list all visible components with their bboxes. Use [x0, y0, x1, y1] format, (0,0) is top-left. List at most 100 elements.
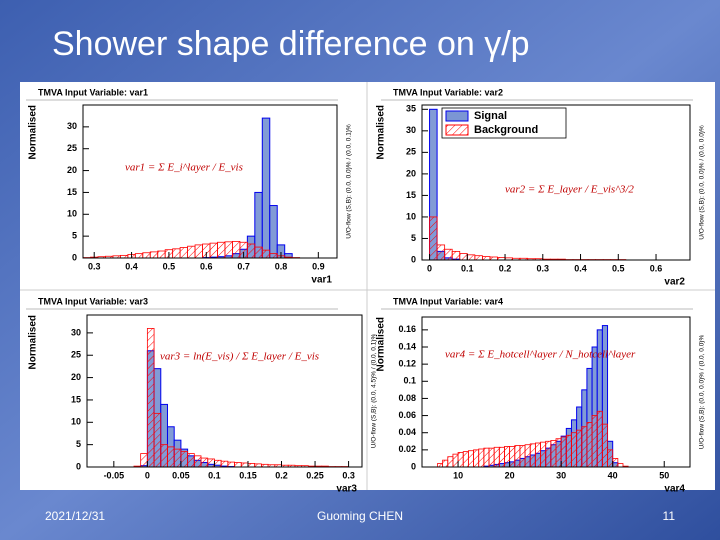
- x-tick-label: 20: [505, 470, 515, 480]
- histogram-bar: [457, 452, 464, 467]
- histogram-bar: [481, 256, 491, 260]
- histogram-bar: [442, 459, 449, 467]
- y-tick-label: 5: [411, 233, 416, 243]
- x-tick-label: 40: [608, 470, 618, 480]
- histogram-bar: [444, 248, 453, 260]
- histogram-bar: [452, 453, 459, 467]
- histogram-bar: [179, 247, 188, 258]
- histogram-bar: [187, 453, 195, 467]
- x-tick-label: 0: [145, 470, 150, 480]
- y-tick-label: 30: [406, 125, 416, 135]
- y-tick-label: 25: [71, 350, 81, 360]
- x-tick-label: 0.3: [342, 470, 355, 480]
- x-tick-label: 0.8: [275, 261, 288, 271]
- x-tick-label: 0.4: [574, 263, 587, 273]
- histogram-bar: [269, 205, 278, 258]
- histogram-bar: [227, 461, 235, 467]
- x-tick-label: 0.1: [208, 470, 221, 480]
- x-tick-label: 0: [427, 263, 432, 273]
- histogram-bar: [224, 241, 233, 258]
- histogram-bar: [493, 446, 500, 467]
- histogram-bar: [601, 325, 609, 467]
- histogram-bar: [207, 458, 215, 467]
- y-tick-label: 20: [71, 372, 81, 382]
- histogram-bar: [498, 446, 505, 467]
- panel-title: TMVA Input Variable: var2: [393, 87, 503, 97]
- x-tick-label: 0.2: [275, 470, 288, 480]
- side-note: U/O-flow (S,B): (0.0, 0.0)% / (0.0, 0.0)…: [699, 125, 706, 240]
- x-axis-label: var2: [664, 277, 685, 288]
- panel-title: TMVA Input Variable: var3: [38, 296, 148, 306]
- y-tick-label: 5: [76, 439, 81, 449]
- histogram-bar: [437, 463, 444, 467]
- x-tick-label: -0.05: [104, 470, 125, 480]
- x-tick-label: 0.5: [163, 261, 176, 271]
- histogram-bar: [459, 253, 468, 260]
- histogram-bar: [581, 426, 588, 467]
- histogram-bar: [607, 449, 614, 467]
- legend-label: Signal: [474, 110, 507, 122]
- legend-swatch: [445, 124, 469, 136]
- histogram-bar: [187, 245, 196, 258]
- histogram-bar: [612, 458, 619, 467]
- y-tick-label: 10: [67, 209, 77, 219]
- y-tick-label: 35: [406, 104, 416, 114]
- y-tick-label: 25: [67, 143, 77, 153]
- histogram-bar: [142, 252, 151, 258]
- histogram-bar: [462, 451, 469, 467]
- histogram-bar: [514, 445, 521, 467]
- y-axis-label: Normalised: [376, 105, 387, 159]
- x-tick-label: 0.4: [125, 261, 138, 271]
- histogram-bar: [483, 447, 490, 467]
- histogram-bar: [524, 444, 531, 467]
- x-tick-label: 0.6: [650, 263, 663, 273]
- y-tick-label: 0: [76, 461, 81, 471]
- side-note: U/O-flow (S,B): (0.0, 0.0)% / (0.0, 0.0)…: [699, 335, 706, 450]
- histogram-bar: [173, 448, 182, 467]
- histogram-bar: [545, 440, 552, 467]
- y-tick-label: 0.04: [398, 427, 416, 437]
- plot-frame: [421, 104, 691, 261]
- histogram-bar: [474, 255, 483, 260]
- histogram-bar: [467, 450, 474, 467]
- histogram-bar: [429, 216, 438, 260]
- panel-title: TMVA Input Variable: var1: [38, 87, 148, 97]
- histogram-bar: [149, 251, 159, 258]
- histogram-bar: [157, 250, 166, 258]
- histogram-bar: [560, 436, 567, 467]
- histogram-bar: [194, 244, 203, 258]
- histogram-bar: [617, 463, 624, 467]
- x-tick-label: 10: [453, 470, 463, 480]
- y-axis-label: Normalised: [28, 105, 39, 159]
- histogram-bar: [509, 446, 516, 467]
- histogram-bar: [167, 446, 175, 467]
- plot: [83, 117, 301, 258]
- histogram-bar: [540, 441, 547, 467]
- histogram-bar: [429, 108, 438, 260]
- histogram-bar: [180, 450, 189, 467]
- histogram-bar: [247, 463, 256, 467]
- histogram-bar: [214, 459, 222, 467]
- y-axis-label: Normalised: [376, 317, 387, 371]
- y-tick-label: 10: [71, 417, 81, 427]
- histogram-bar: [565, 434, 572, 467]
- histogram-bar: [200, 457, 209, 467]
- histogram-bar: [519, 445, 526, 467]
- y-tick-label: 15: [406, 190, 416, 200]
- histogram-bar: [160, 444, 168, 467]
- x-tick-label: 30: [556, 470, 566, 480]
- histogram-bar: [134, 253, 144, 258]
- histogram-bar: [217, 241, 226, 258]
- y-tick-label: 0.08: [398, 393, 416, 403]
- x-tick-label: 0.5: [612, 263, 625, 273]
- histogram-bar: [488, 447, 495, 467]
- x-tick-label: 0.3: [88, 261, 101, 271]
- x-tick-label: 0.15: [239, 470, 257, 480]
- date: 2021/12/31: [45, 509, 105, 523]
- page-number: 11: [663, 509, 676, 523]
- legend-swatch: [445, 110, 469, 122]
- plot-frame: [421, 316, 691, 468]
- y-tick-label: 0.1: [403, 376, 416, 386]
- y-tick-label: 20: [67, 165, 77, 175]
- y-tick-label: 10: [406, 211, 416, 221]
